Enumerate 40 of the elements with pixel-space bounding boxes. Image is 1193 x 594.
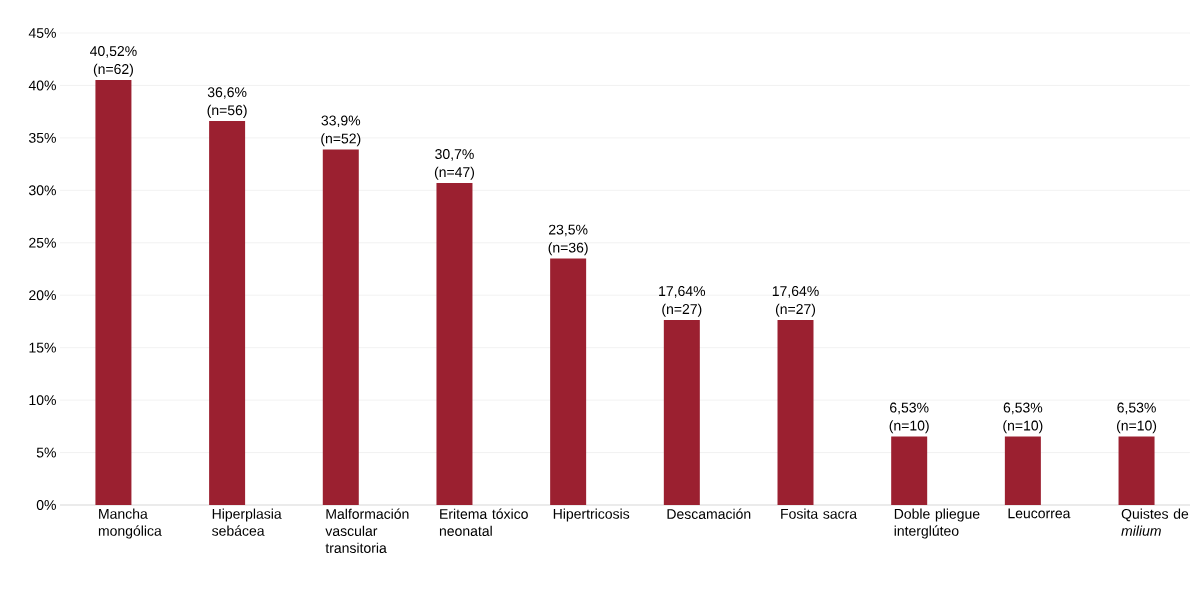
y-tick-label: 25% (29, 237, 56, 248)
x-tick-label: Mancha mongólica (98, 508, 162, 539)
data-label: 40,52% (n=62) (90, 46, 137, 77)
x-tick-label: Eritema tóxico neonatal (439, 508, 528, 536)
y-tick-label: 5% (36, 447, 56, 458)
x-tick-label: Descamación (667, 508, 751, 519)
bar (891, 436, 928, 505)
data-label: 30,7% (n=47) (434, 149, 475, 180)
data-label: 36,6% (n=56) (207, 87, 247, 118)
data-label: 6,53% (n=10) (889, 402, 929, 434)
bar (209, 121, 246, 505)
data-label: 6,53% (n=10) (1116, 402, 1157, 434)
data-label: 33,9% (n=52) (321, 115, 361, 147)
y-tick-label: 20% (29, 290, 56, 301)
data-label: 23,5% (n=36) (548, 224, 588, 256)
x-tick-label: Fosita sacra (781, 508, 858, 519)
y-tick-label: 30% (28, 185, 56, 196)
y-tick-label: 0% (36, 500, 56, 510)
x-tick-label: Quistes de milium (1121, 508, 1189, 536)
x-tick-label: Hipertricosis (553, 508, 630, 522)
data-label: 17,64% (n=27) (659, 286, 706, 317)
bar (1118, 436, 1155, 505)
x-tick-label: Malformación vascular transitoria (325, 508, 409, 553)
x-tick-label: Hiperplasia sebácea (212, 508, 282, 536)
x-tick-label: Doble pliegue interglúteo (894, 508, 980, 539)
y-tick-label: 35% (28, 132, 56, 143)
y-tick-label: 15% (29, 342, 56, 353)
y-tick-label: 40% (28, 80, 56, 91)
x-tick-label: Leucorrea (1008, 508, 1071, 519)
y-tick-label: 10% (29, 395, 56, 406)
y-tick-label: 45% (28, 28, 56, 38)
bar (777, 319, 814, 505)
bar (1004, 436, 1041, 505)
bar (550, 258, 587, 505)
bar (322, 149, 359, 505)
bar (436, 182, 473, 505)
bar (663, 319, 700, 505)
data-label: 6,53% (n=10) (1003, 402, 1043, 434)
bar (95, 79, 132, 505)
data-label: 17,64% (n=27) (772, 286, 819, 317)
